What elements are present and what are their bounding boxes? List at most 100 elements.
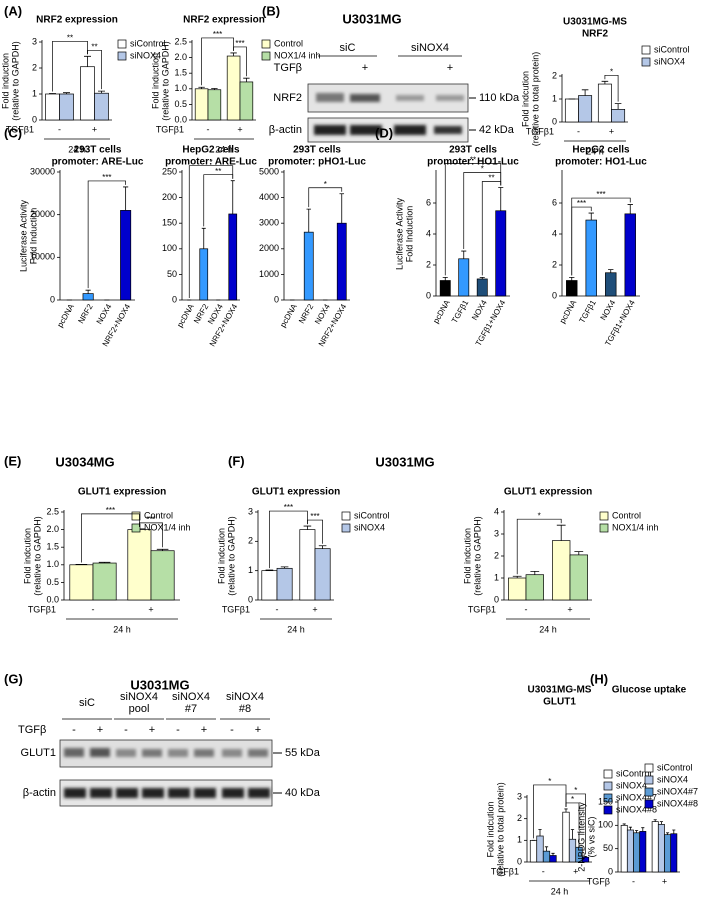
y-axis-label: 2-NBDG intensity	[576, 802, 586, 872]
y-tick-label: 0	[552, 290, 557, 300]
y-tick-label: 1.5	[174, 68, 187, 78]
protein-label: β-actin	[23, 787, 56, 799]
y-tick-label: 0	[552, 116, 557, 126]
significance-label: ***	[284, 503, 293, 512]
legend-label: siNOX4	[657, 774, 688, 784]
error-bar	[243, 77, 250, 82]
x-tick-label: +	[609, 126, 614, 136]
y-tick-label: 1	[32, 88, 37, 98]
legend-swatch	[603, 805, 613, 815]
legend-swatch	[261, 51, 271, 61]
legend-label: siNOX4#8	[657, 798, 698, 808]
blot-b	[307, 83, 476, 143]
bar	[127, 529, 152, 601]
protein-label: NRF2	[273, 92, 302, 104]
error-bar	[123, 186, 129, 211]
y-tick-label: 100	[162, 243, 177, 253]
legend-label: NOX1/4 inh	[274, 50, 321, 60]
bar	[194, 88, 209, 121]
y-tick-label: 1.0	[46, 559, 59, 569]
lane-group-label: siC	[79, 697, 95, 709]
bar	[639, 831, 647, 873]
x-axis-label: TGFβ1	[468, 604, 496, 614]
treatment-sign: +	[97, 724, 103, 736]
legend-swatch	[603, 793, 613, 803]
error-bar	[442, 277, 448, 281]
bar	[120, 210, 132, 301]
error-bar	[265, 569, 274, 571]
treatment-label: TGFβ	[18, 724, 46, 736]
y-axis-label: Fold Induction	[28, 208, 38, 265]
treatment-sign: -	[72, 724, 76, 736]
bar	[303, 231, 314, 301]
group-label: 24 h	[287, 624, 305, 634]
protein-label: GLUT1	[21, 747, 56, 759]
y-tick-label: 50	[167, 269, 177, 279]
blot-title: U3031MG	[130, 677, 189, 692]
legend-label: siControl	[616, 768, 652, 778]
error-bar	[156, 548, 169, 551]
y-tick-label: 6	[426, 197, 431, 207]
y-axis-label: Fold Induction	[404, 206, 414, 263]
bar	[611, 108, 626, 123]
error-bar	[564, 808, 568, 813]
bar	[299, 529, 316, 601]
bar	[651, 821, 659, 873]
legend-label: siControl	[130, 38, 166, 48]
error-bar	[601, 80, 609, 85]
y-tick-label: 3	[517, 791, 522, 801]
chart-title: GLUT1 expression	[252, 487, 340, 498]
y-tick-label: 3	[248, 506, 253, 516]
error-bar	[628, 826, 632, 830]
lane-group-label: #7	[185, 703, 197, 715]
y-tick-label: 2.0	[46, 524, 59, 534]
chart-title: promoter: HO1-Luc	[555, 157, 647, 168]
legend-swatch	[131, 523, 141, 533]
bar	[94, 92, 109, 121]
y-tick-label: 4	[552, 228, 557, 238]
lane-group-label: siNOX4	[411, 42, 449, 54]
x-tick-label: -	[542, 866, 545, 876]
lane-group-label: #8	[239, 703, 251, 715]
y-tick-label: 20000	[30, 209, 55, 219]
chart-title: promoter: ARE-Luc	[165, 157, 257, 168]
size-label: 42 kDa	[479, 124, 515, 136]
blot-bands	[314, 93, 464, 135]
bar	[657, 824, 665, 873]
treatment-sign: -	[124, 724, 128, 736]
error-bar	[85, 289, 91, 294]
bar	[549, 855, 557, 863]
error-bar	[672, 829, 676, 834]
significance-bracket	[533, 784, 567, 839]
chart-title: 293T cells	[74, 145, 122, 156]
error-bar	[84, 55, 91, 67]
y-tick-label: 10000	[30, 252, 55, 262]
protein-label: β-actin	[269, 124, 302, 136]
error-bar	[339, 193, 345, 224]
bar	[633, 832, 641, 873]
y-tick-label: 1	[552, 93, 557, 103]
significance-label: ***	[235, 39, 244, 48]
error-bar	[306, 208, 312, 233]
legend-swatch	[603, 781, 613, 791]
lane-group-label: siNOX4	[172, 691, 210, 703]
significance-label: **	[67, 33, 73, 42]
error-bar	[230, 180, 235, 214]
x-tick-label: +	[92, 124, 97, 134]
x-tick-label: +	[662, 876, 667, 886]
error-bar	[479, 277, 485, 279]
error-bar	[63, 92, 70, 94]
error-bar	[201, 227, 206, 249]
significance-bracket	[52, 40, 88, 92]
bar	[199, 248, 209, 301]
significance-label: *	[209, 158, 212, 167]
bar	[536, 835, 544, 863]
y-tick-label: 2	[426, 259, 431, 269]
significance-label: ***	[213, 30, 222, 39]
y-tick-label: 30000	[30, 166, 55, 176]
bar	[597, 83, 612, 123]
bar	[45, 93, 60, 121]
group-label: 24 h	[551, 886, 569, 896]
y-axis-label: (relative to total protein)	[530, 52, 540, 147]
y-tick-label: 2.0	[174, 52, 187, 62]
